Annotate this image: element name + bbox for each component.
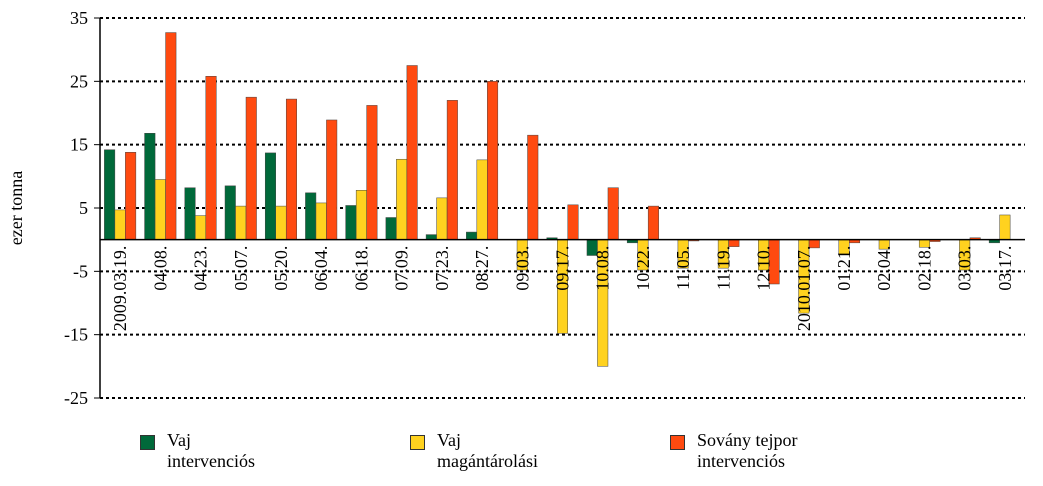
bar	[728, 239, 740, 247]
bar	[114, 209, 126, 240]
bar	[195, 215, 207, 240]
bar	[154, 179, 166, 240]
bar	[184, 187, 196, 240]
bar	[385, 217, 397, 240]
x-tick-label: 12.10.	[754, 246, 774, 291]
x-tick-label: 03.03.	[955, 246, 975, 291]
x-tick-label: 07.23.	[432, 246, 452, 291]
bar	[999, 214, 1011, 240]
x-tick-label: 05.07.	[231, 246, 251, 291]
y-tick-label: 25	[70, 71, 88, 91]
bar	[326, 119, 338, 240]
bar	[355, 190, 367, 240]
x-tick-label: 2009.03.19.	[110, 246, 130, 332]
legend-swatch	[410, 435, 425, 450]
bar	[305, 192, 317, 240]
legend-label: Vaj magántárolási	[437, 430, 538, 471]
x-tick-label: 09.03.	[512, 246, 532, 291]
bar	[446, 100, 458, 240]
bar	[264, 152, 276, 240]
x-tick-label: 2010.01.07.	[794, 246, 814, 332]
bar	[315, 202, 327, 240]
bar	[275, 205, 287, 240]
bar	[406, 65, 418, 240]
bar	[104, 149, 116, 240]
bar	[436, 197, 448, 240]
x-tick-label: 10.22.	[633, 246, 653, 291]
x-tick-label: 05.20.	[271, 246, 291, 291]
x-tick-label: 11.19.	[713, 246, 733, 290]
y-tick-label: 15	[70, 135, 88, 155]
x-tick-label: 08.27.	[472, 246, 492, 291]
x-tick-label: 06.04.	[311, 246, 331, 291]
x-tick-label: 02.04.	[874, 246, 894, 291]
bar	[425, 234, 437, 240]
bar	[345, 205, 357, 240]
bar	[567, 204, 579, 240]
x-tick-label: 07.09.	[392, 246, 412, 291]
y-tick-label: -5	[73, 261, 88, 281]
bar	[235, 205, 247, 240]
y-tick-label: 5	[79, 198, 88, 218]
legend-label: Vaj intervenciós	[167, 430, 255, 471]
y-tick-label: -25	[64, 388, 88, 408]
bar	[144, 133, 156, 240]
bar	[647, 205, 659, 240]
legend-swatch	[140, 435, 155, 450]
x-tick-label: 06.18.	[351, 246, 371, 291]
x-tick-label: 11.05.	[673, 246, 693, 290]
y-axis-label: ezer tonna	[6, 171, 26, 245]
y-tick-label: -15	[64, 325, 88, 345]
bar	[607, 187, 619, 240]
bar	[125, 152, 137, 240]
bar	[366, 105, 378, 240]
bar	[165, 32, 177, 240]
bar	[285, 98, 297, 240]
bar	[487, 81, 499, 240]
bar	[205, 76, 217, 240]
x-tick-label: 04.23.	[191, 246, 211, 291]
bar	[396, 158, 408, 240]
x-tick-label: 03.17.	[995, 246, 1015, 291]
x-tick-label: 09.17.	[553, 246, 573, 291]
bar	[245, 96, 257, 240]
x-tick-label: 01.21.	[834, 246, 854, 291]
legend-swatch	[670, 435, 685, 450]
x-tick-label: 10.08.	[593, 246, 613, 291]
legend-label: Sovány tejpor intervenciós	[697, 430, 798, 471]
bar	[527, 134, 539, 240]
x-tick-label: 04.08.	[150, 246, 170, 291]
y-tick-label: 35	[70, 8, 88, 28]
bar	[224, 185, 236, 240]
bar	[476, 159, 488, 240]
bar	[466, 231, 478, 240]
x-tick-label: 02.18.	[914, 246, 934, 291]
